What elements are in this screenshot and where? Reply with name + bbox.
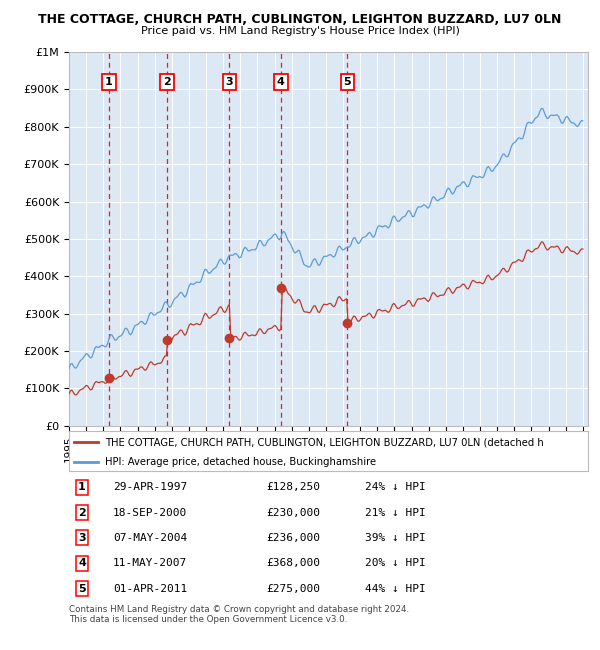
Text: 5: 5 — [344, 77, 351, 87]
Text: 07-MAY-2004: 07-MAY-2004 — [113, 533, 187, 543]
Text: 4: 4 — [78, 558, 86, 568]
Text: 3: 3 — [226, 77, 233, 87]
Text: 1: 1 — [105, 77, 113, 87]
Text: 24% ↓ HPI: 24% ↓ HPI — [365, 482, 425, 492]
Text: £236,000: £236,000 — [266, 533, 320, 543]
Text: 5: 5 — [78, 584, 86, 593]
Text: 1: 1 — [78, 482, 86, 492]
Text: 29-APR-1997: 29-APR-1997 — [113, 482, 187, 492]
Text: THE COTTAGE, CHURCH PATH, CUBLINGTON, LEIGHTON BUZZARD, LU7 0LN (detached h: THE COTTAGE, CHURCH PATH, CUBLINGTON, LE… — [106, 437, 544, 447]
Text: 44% ↓ HPI: 44% ↓ HPI — [365, 584, 425, 593]
Text: £128,250: £128,250 — [266, 482, 320, 492]
Text: 21% ↓ HPI: 21% ↓ HPI — [365, 508, 425, 517]
Text: Contains HM Land Registry data © Crown copyright and database right 2024.
This d: Contains HM Land Registry data © Crown c… — [69, 604, 409, 624]
Text: 3: 3 — [78, 533, 86, 543]
Text: Price paid vs. HM Land Registry's House Price Index (HPI): Price paid vs. HM Land Registry's House … — [140, 26, 460, 36]
Text: 18-SEP-2000: 18-SEP-2000 — [113, 508, 187, 517]
Text: 20% ↓ HPI: 20% ↓ HPI — [365, 558, 425, 568]
Text: 01-APR-2011: 01-APR-2011 — [113, 584, 187, 593]
Text: £230,000: £230,000 — [266, 508, 320, 517]
Text: 11-MAY-2007: 11-MAY-2007 — [113, 558, 187, 568]
Text: THE COTTAGE, CHURCH PATH, CUBLINGTON, LEIGHTON BUZZARD, LU7 0LN: THE COTTAGE, CHURCH PATH, CUBLINGTON, LE… — [38, 13, 562, 26]
Text: £275,000: £275,000 — [266, 584, 320, 593]
Text: 4: 4 — [277, 77, 285, 87]
Text: 39% ↓ HPI: 39% ↓ HPI — [365, 533, 425, 543]
Text: 2: 2 — [78, 508, 86, 517]
Text: HPI: Average price, detached house, Buckinghamshire: HPI: Average price, detached house, Buck… — [106, 458, 376, 467]
Text: 2: 2 — [163, 77, 171, 87]
Text: £368,000: £368,000 — [266, 558, 320, 568]
